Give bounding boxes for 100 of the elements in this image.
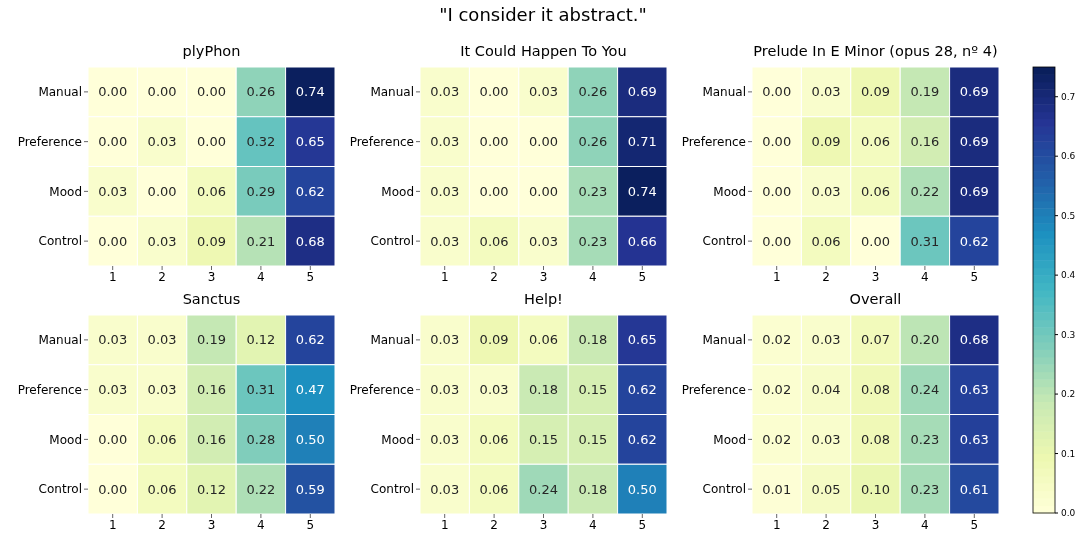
data-label: 0.29	[246, 183, 276, 199]
data-label: 0.03	[147, 382, 177, 398]
x-tick-label: 2	[490, 269, 498, 284]
x-tick-label: 5	[306, 269, 315, 284]
chart-title: Prelude In E Minor (opus 28, nº 4)	[752, 42, 999, 61]
data-label: 0.00	[762, 233, 792, 249]
data-label: 0.15	[578, 431, 608, 447]
data-label: 0.03	[430, 134, 460, 150]
data-label: 0.26	[578, 134, 608, 150]
data-label: 0.62	[627, 431, 657, 447]
data-label: 0.50	[295, 431, 325, 447]
x-tick-label: 5	[638, 517, 647, 532]
x-tick-label: 2	[822, 517, 830, 532]
data-label: 0.08	[861, 431, 890, 447]
data-label: 0.06	[479, 233, 509, 249]
data-label: 0.06	[147, 431, 177, 447]
x-tick-label: 1	[772, 517, 781, 532]
data-label: 0.24	[910, 382, 940, 398]
data-label: 0.18	[529, 382, 558, 398]
y-tick-label: Mood	[381, 184, 414, 199]
data-label: 0.32	[246, 134, 276, 150]
data-label: 0.02	[762, 332, 792, 348]
color-bar-label: 0.6	[1061, 151, 1076, 162]
data-label: 0.31	[246, 382, 276, 398]
data-label: 0.04	[811, 382, 841, 398]
data-label: 0.24	[529, 481, 558, 497]
x-tick-label: 1	[108, 269, 117, 284]
chart-title: plyPhon	[181, 42, 242, 61]
data-label: 0.66	[627, 233, 657, 249]
x-tick-label: 2	[158, 517, 166, 532]
data-label: 0.50	[627, 481, 657, 497]
data-label: 0.10	[861, 481, 890, 497]
data-label: 0.47	[295, 382, 325, 398]
data-label: 0.05	[811, 481, 841, 497]
y-tick-label: Mood	[713, 184, 746, 199]
data-label: 0.03	[430, 183, 460, 199]
data-label: 0.63	[959, 431, 989, 447]
y-tick-label: Mood	[713, 432, 746, 447]
x-tick-label: 4	[589, 517, 597, 532]
data-label: 0.00	[529, 183, 558, 199]
x-tick-label: 3	[539, 269, 548, 284]
data-label: 0.03	[147, 233, 177, 249]
data-label: 0.69	[627, 84, 657, 100]
data-label: 0.00	[197, 134, 226, 150]
x-tick-label: 5	[306, 517, 315, 532]
data-label: 0.00	[197, 84, 226, 100]
y-tick-label: Preference	[349, 134, 414, 149]
data-label: 0.65	[627, 332, 657, 348]
data-label: 0.23	[910, 431, 940, 447]
data-label: 0.06	[861, 183, 890, 199]
y-tick-label: Preference	[349, 382, 414, 397]
data-label: 0.59	[295, 481, 325, 497]
x-tick-label: 1	[772, 269, 781, 284]
data-label: 0.09	[479, 332, 509, 348]
y-tick-label: Mood	[49, 184, 82, 199]
data-label: 0.09	[811, 134, 841, 150]
x-tick-label: 1	[108, 517, 117, 532]
data-label: 0.06	[529, 332, 558, 348]
data-label: 0.03	[811, 183, 841, 199]
data-label: 0.69	[959, 183, 989, 199]
x-tick-label: 2	[158, 269, 166, 284]
data-label: 0.06	[811, 233, 841, 249]
data-label: 0.03	[430, 332, 460, 348]
data-label: 0.19	[197, 332, 226, 348]
data-label: 0.00	[529, 134, 558, 150]
data-label: 0.71	[627, 134, 657, 150]
x-tick-label: 3	[871, 517, 880, 532]
x-tick-label: 3	[207, 269, 216, 284]
x-tick-label: 3	[207, 517, 216, 532]
data-label: 0.63	[959, 382, 989, 398]
x-tick-label: 5	[970, 269, 979, 284]
data-label: 0.00	[479, 84, 509, 100]
y-tick-label: Manual	[38, 333, 82, 348]
data-label: 0.06	[479, 481, 509, 497]
y-tick-label: Manual	[702, 85, 746, 100]
y-tick-label: Control	[370, 234, 414, 249]
data-label: 0.06	[197, 183, 226, 199]
data-label: 0.16	[197, 382, 226, 398]
data-label: 0.28	[246, 431, 276, 447]
data-label: 0.00	[147, 84, 177, 100]
data-label: 0.26	[578, 84, 608, 100]
data-label: 0.68	[959, 332, 989, 348]
data-label: 0.09	[197, 233, 226, 249]
data-label: 0.00	[762, 183, 792, 199]
data-label: 0.74	[627, 183, 657, 199]
color-bar-label: 0.4	[1061, 270, 1076, 281]
data-label: 0.74	[295, 84, 325, 100]
data-label: 0.03	[430, 233, 460, 249]
data-label: 0.03	[811, 431, 841, 447]
data-label: 0.18	[578, 481, 608, 497]
color-bar-label: 0.0	[1061, 508, 1076, 518]
x-tick-label: 3	[539, 517, 548, 532]
data-label: 0.00	[762, 134, 792, 150]
y-tick-label: Mood	[381, 432, 414, 447]
y-tick-label: Manual	[370, 85, 414, 100]
y-tick-label: Preference	[17, 382, 82, 397]
data-label: 0.62	[295, 332, 325, 348]
data-label: 0.03	[430, 382, 460, 398]
color-bar-label: 0.3	[1061, 329, 1076, 340]
y-tick-label: Preference	[681, 134, 746, 149]
